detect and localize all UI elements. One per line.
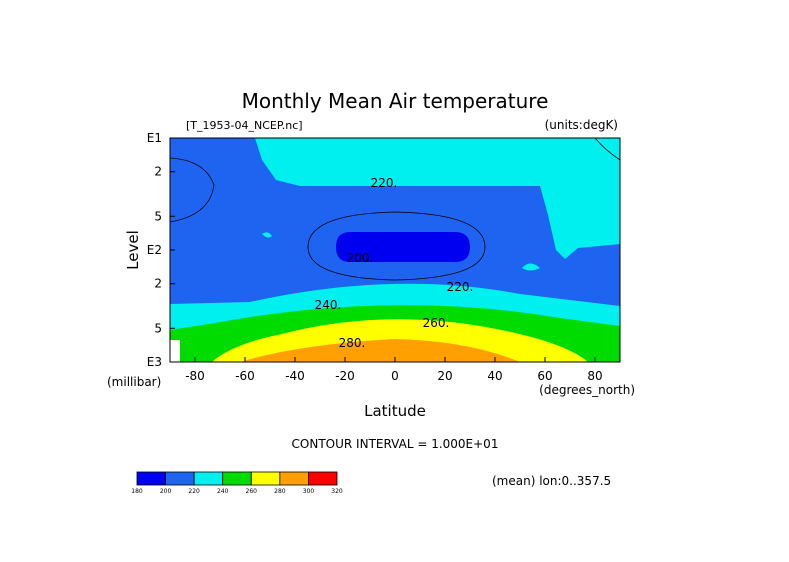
y-tick-label: 2 xyxy=(154,165,162,179)
contour-interval: CONTOUR INTERVAL = 1.000E+01 xyxy=(292,437,499,451)
footnote: (mean) lon:0..357.5 xyxy=(492,474,611,488)
contour-label: 280. xyxy=(339,336,366,350)
y-axis-label: Level xyxy=(124,230,142,270)
file-label: [T_1953-04_NCEP.nc] xyxy=(186,119,303,132)
contour-band xyxy=(522,263,540,271)
y-tick-label: 5 xyxy=(154,321,162,335)
y-tick-label: E1 xyxy=(147,131,162,145)
contour-band xyxy=(240,339,520,362)
y-tick-label: 2 xyxy=(154,277,162,291)
y-tick-label: 5 xyxy=(154,209,162,223)
colorbar-box xyxy=(193,471,224,486)
colorbar-box xyxy=(308,471,338,486)
contour-label: 220. xyxy=(371,176,398,190)
x-tick-label: -60 xyxy=(235,369,255,383)
y-unit-label: (millibar) xyxy=(107,375,161,389)
colorbar-label: 260 xyxy=(246,488,258,495)
contour-band xyxy=(262,232,272,238)
y-tick-label: E2 xyxy=(147,243,162,257)
x-tick-label: 80 xyxy=(587,369,602,383)
colorbar-box xyxy=(165,471,195,486)
contour-band xyxy=(336,232,470,262)
contour-label: 220. xyxy=(447,280,474,294)
x-tick-label: -20 xyxy=(335,369,355,383)
contour-line xyxy=(594,137,621,161)
colorbar-box xyxy=(279,471,309,486)
colorbar-label: 220 xyxy=(188,488,200,495)
colorbar-box xyxy=(136,471,166,486)
x-unit-label: (degrees_north) xyxy=(539,383,635,397)
colorbar-box xyxy=(250,471,281,486)
colorbar-box xyxy=(222,471,252,486)
units-label: (units:degK) xyxy=(545,118,618,132)
y-tick-label: E3 xyxy=(147,355,162,369)
colorbar-label: 320 xyxy=(331,488,343,495)
colorbar-label: 200 xyxy=(160,488,172,495)
colorbar-label: 180 xyxy=(131,488,143,495)
contour-line xyxy=(307,211,486,281)
contour-label: 260. xyxy=(423,316,450,330)
contour-label: 200. xyxy=(347,251,374,265)
x-axis-label: Latitude xyxy=(364,402,426,420)
contour-line xyxy=(169,157,215,223)
x-tick-label: 60 xyxy=(537,369,552,383)
contour-band xyxy=(255,138,620,259)
x-tick-label: -80 xyxy=(185,369,205,383)
colorbar-label: 300 xyxy=(303,488,315,495)
chart-title: Monthly Mean Air temperature xyxy=(242,89,549,113)
x-tick-label: 20 xyxy=(437,369,452,383)
colorbar-label: 280 xyxy=(274,488,286,495)
contour-fill xyxy=(169,137,621,362)
missing-data xyxy=(170,340,180,362)
x-tick-label: 40 xyxy=(487,369,502,383)
x-tick-label: -40 xyxy=(285,369,305,383)
x-tick-label: 0 xyxy=(391,369,399,383)
contour-label: 240. xyxy=(315,298,342,312)
colorbar-label: 240 xyxy=(217,488,229,495)
